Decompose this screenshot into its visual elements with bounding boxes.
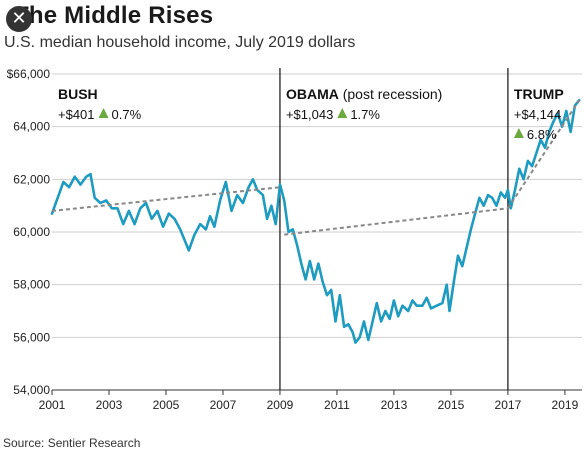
up-triangle-icon <box>513 128 524 138</box>
era-note: (post recession) <box>339 86 442 102</box>
y-tick-label: $66,000 <box>7 67 51 81</box>
income-series-line <box>50 99 581 344</box>
x-tick-label: 2017 <box>495 398 522 412</box>
x-tick-label: 2015 <box>438 398 465 412</box>
trend-line <box>51 186 281 212</box>
y-tick-label: 56,000 <box>13 330 50 344</box>
up-triangle-icon <box>337 108 348 118</box>
era-change-percent: 0.7% <box>112 107 142 122</box>
x-tick-label: 2003 <box>96 398 123 412</box>
era-change-percent: 1.7% <box>350 107 380 122</box>
era-change-percent: 6.8% <box>527 127 557 142</box>
close-icon[interactable]: ✕ <box>6 6 32 32</box>
y-tick-label: 64,000 <box>13 120 50 134</box>
x-tick-label: 2011 <box>324 398 350 412</box>
y-tick-label: 60,000 <box>13 225 50 239</box>
trend-line <box>284 207 509 236</box>
y-tick-label: 62,000 <box>13 172 50 186</box>
x-tick-label: 2005 <box>153 398 180 412</box>
y-tick-label: 58,000 <box>13 278 50 292</box>
x-tick-label: 2009 <box>267 398 294 412</box>
x-tick-label: 2007 <box>210 398 237 412</box>
y-tick-label: 54,000 <box>13 383 50 397</box>
source-note: Source: Sentier Research <box>3 436 141 450</box>
era-label: BUSH <box>58 86 98 102</box>
era-label: TRUMP <box>514 86 564 102</box>
era-change-value: +$401 <box>58 107 95 122</box>
era-label: OBAMA (post recession) <box>286 86 442 102</box>
trend-line <box>507 99 580 209</box>
x-tick-label: 2013 <box>381 398 408 412</box>
era-change-value: +$1,043 <box>286 107 333 122</box>
chart-subtitle: U.S. median household income, July 2019 … <box>4 34 356 51</box>
up-triangle-icon <box>98 108 109 118</box>
era-change-value: +$4,144 <box>514 107 561 122</box>
x-tick-label: 2001 <box>39 398 66 412</box>
chart-title: The Middle Rises <box>14 2 214 29</box>
x-tick-label: 2019 <box>552 398 579 412</box>
